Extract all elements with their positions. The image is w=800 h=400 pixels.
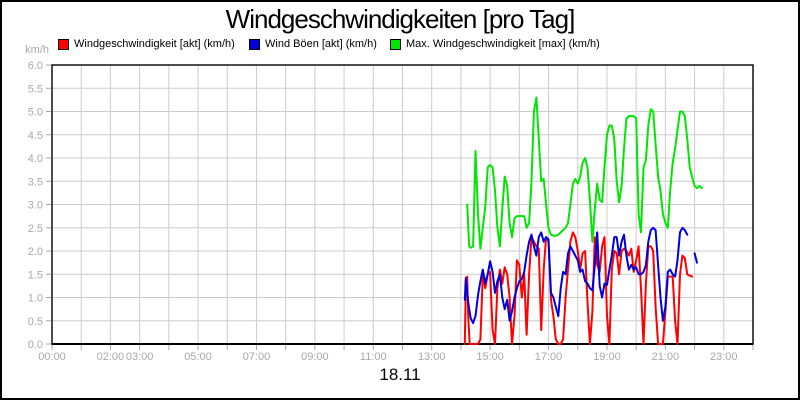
svg-text:4.0: 4.0 [28,153,43,165]
svg-text:05:00: 05:00 [184,351,212,363]
svg-text:1.0: 1.0 [28,293,43,305]
svg-text:17:00: 17:00 [535,351,563,363]
svg-text:15:00: 15:00 [476,351,504,363]
legend-label: Windgeschwindigkeit [akt] (km/h) [74,38,235,50]
svg-text:4.5: 4.5 [28,130,43,142]
svg-text:0.0: 0.0 [28,339,43,351]
blue-series-swatch-icon [249,38,260,50]
svg-text:0.5: 0.5 [28,316,43,328]
svg-text:6.0: 6.0 [28,60,43,72]
legend-item-windgeschwindigkeit: Windgeschwindigkeit [akt] (km/h) [58,38,235,50]
svg-text:1.5: 1.5 [28,269,43,281]
svg-text:13:00: 13:00 [418,351,446,363]
svg-text:5.0: 5.0 [28,107,43,119]
svg-text:2.0: 2.0 [28,246,43,258]
date-label: 18.11 [379,365,421,384]
svg-text:00:00: 00:00 [38,351,66,363]
red-series-swatch-icon [58,38,69,50]
svg-text:3.0: 3.0 [28,200,43,212]
legend-item-wind-boeen: Wind Böen [akt] (km/h) [249,38,377,50]
svg-text:5.5: 5.5 [28,83,43,95]
svg-text:3.5: 3.5 [28,176,43,188]
legend-label: Wind Böen [akt] (km/h) [265,38,377,50]
page-title: Windgeschwindigkeiten [pro Tag] [225,4,576,34]
svg-text:03:00: 03:00 [126,351,154,363]
svg-text:2.5: 2.5 [28,223,43,235]
svg-text:09:00: 09:00 [301,351,329,363]
svg-text:02:00: 02:00 [97,351,125,363]
svg-text:19:00: 19:00 [593,351,621,363]
svg-text:km/h: km/h [25,44,49,56]
svg-text:11:00: 11:00 [360,351,387,363]
svg-text:23:00: 23:00 [710,351,738,363]
legend-label: Max. Windgeschwindigkeit [max] (km/h) [406,38,600,50]
green-series-swatch-icon [390,38,401,50]
svg-text:07:00: 07:00 [243,351,271,363]
legend: Windgeschwindigkeit [akt] (km/h) Wind Bö… [2,38,798,52]
svg-text:21:00: 21:00 [652,351,680,363]
legend-item-max-windgeschwindigkeit: Max. Windgeschwindigkeit [max] (km/h) [390,38,600,50]
